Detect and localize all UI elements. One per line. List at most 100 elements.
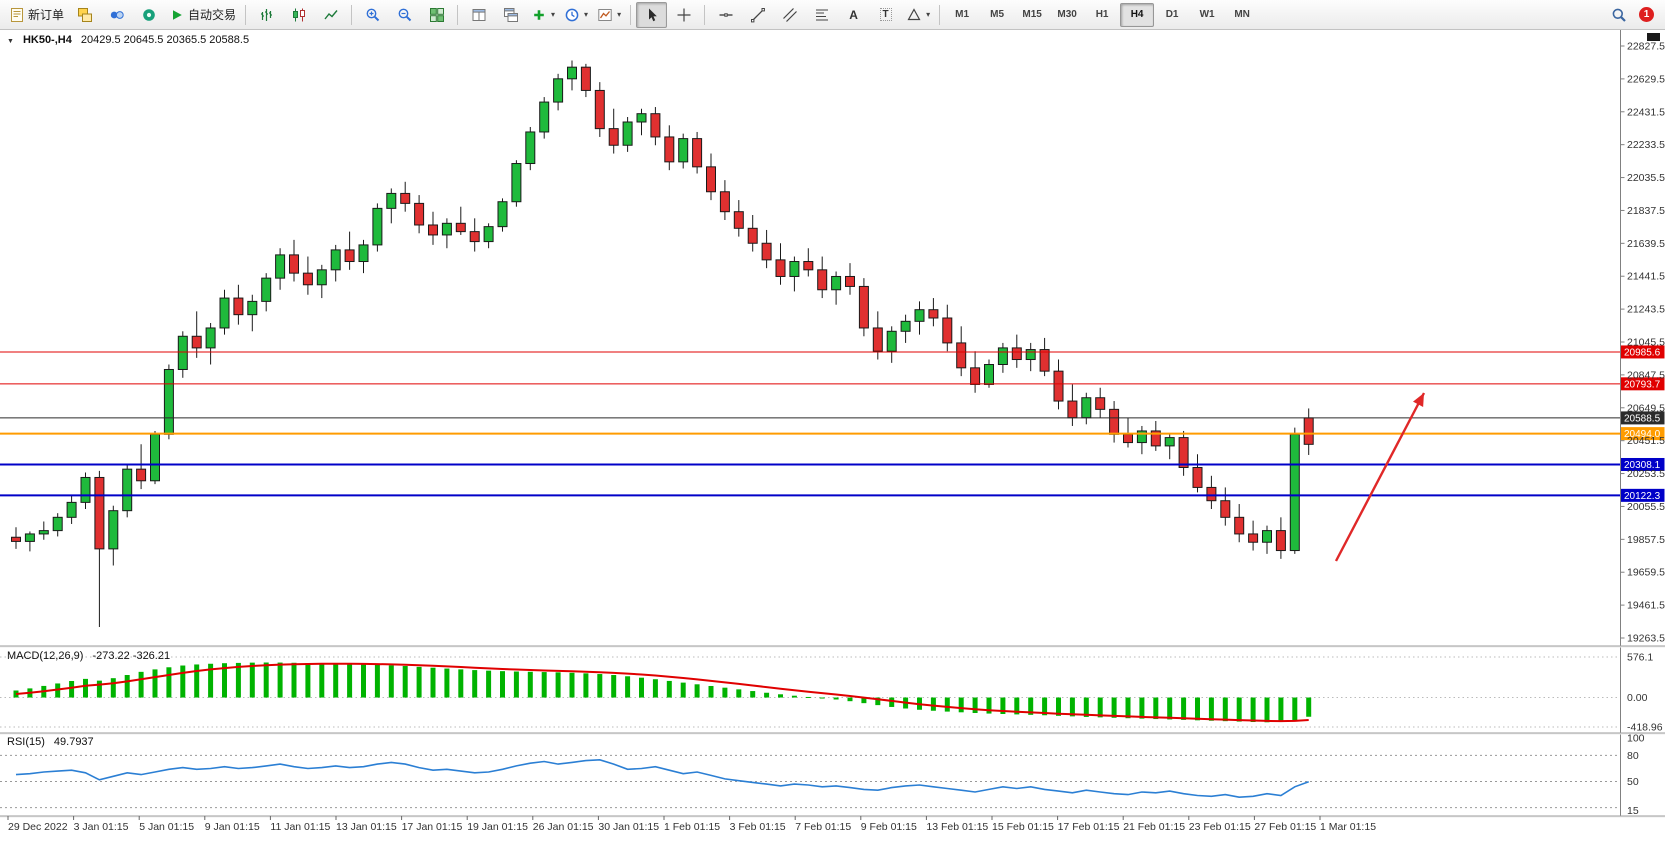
svg-text:20588.5: 20588.5 — [1624, 413, 1661, 424]
timeframe-m15-button[interactable]: M15 — [1022, 9, 1042, 20]
candlestick-chart-button[interactable] — [283, 2, 314, 28]
zoom-in-icon — [366, 8, 379, 21]
line-chart-button[interactable] — [315, 2, 346, 28]
timeframe-h4-button[interactable]: H4 — [1120, 2, 1155, 27]
crosshair-button[interactable] — [668, 2, 699, 28]
tile-windows-button[interactable] — [421, 2, 452, 28]
autotrade-play-icon — [173, 9, 182, 20]
svg-text:20847.5: 20847.5 — [1627, 369, 1665, 381]
svg-text:1 Feb 01:15: 1 Feb 01:15 — [664, 821, 720, 833]
label-tool-button[interactable]: T — [870, 2, 901, 28]
svg-text:19263.5: 19263.5 — [1627, 633, 1665, 645]
indicators-button[interactable]: ▾ — [527, 2, 559, 28]
timeframe-m30-button[interactable]: M30 — [1057, 9, 1077, 20]
svg-text:20055.5: 20055.5 — [1627, 501, 1665, 513]
dropdown-arrow-icon: ▾ — [584, 9, 589, 19]
cascade-windows-icon — [503, 7, 518, 22]
candlestick-icon — [292, 8, 305, 21]
new-order-icon — [11, 7, 23, 22]
toolbar: 新订单 自动交易 ▾ ▾ ▾ A T ▾ M1 M5 M15 M30 H1 H4… — [0, 0, 1665, 30]
chart-canvas[interactable]: 20985.6 20793.7 20588.5 20494.0 20308.1 20122… — [0, 30, 1665, 844]
bar-chart-icon — [260, 8, 272, 21]
templates-button[interactable]: ▾ — [593, 2, 625, 28]
trendline-tool-button[interactable] — [742, 2, 773, 28]
svg-text:3 Feb 01:15: 3 Feb 01:15 — [730, 821, 786, 833]
zoom-out-icon — [398, 8, 411, 21]
svg-text:0.00: 0.00 — [1627, 692, 1648, 704]
svg-text:21441.5: 21441.5 — [1627, 271, 1665, 283]
svg-text:9 Feb 01:15: 9 Feb 01:15 — [861, 821, 917, 833]
charts-button[interactable] — [69, 2, 100, 28]
svg-text:23 Feb 01:15: 23 Feb 01:15 — [1189, 821, 1251, 833]
toolbar-separator — [939, 4, 941, 25]
svg-text:21639.5: 21639.5 — [1627, 238, 1665, 250]
svg-text:29 Dec 2022: 29 Dec 2022 — [8, 821, 68, 833]
svg-text:13 Jan 01:15: 13 Jan 01:15 — [336, 821, 397, 833]
crosshair-icon — [677, 8, 691, 21]
svg-text:17 Feb 01:15: 17 Feb 01:15 — [1058, 821, 1120, 833]
shapes-tool-button[interactable]: ▾ — [902, 2, 934, 28]
svg-text:17 Jan 01:15: 17 Jan 01:15 — [402, 821, 463, 833]
cascade-windows-button[interactable] — [495, 2, 526, 28]
svg-text:20308.1: 20308.1 — [1624, 460, 1661, 471]
svg-text:20122.3: 20122.3 — [1624, 491, 1661, 502]
svg-text:7 Feb 01:15: 7 Feb 01:15 — [795, 821, 851, 833]
search-button[interactable] — [1603, 2, 1634, 28]
timeframe-w1-button[interactable]: W1 — [1199, 9, 1215, 20]
timeframe-m5-button[interactable]: M5 — [990, 9, 1005, 20]
bar-chart-button[interactable] — [251, 2, 282, 28]
navigator-button[interactable] — [133, 2, 164, 28]
market-watch-button[interactable] — [101, 2, 132, 28]
horizontal-line-tool-button[interactable] — [710, 2, 741, 28]
timeframe-h1-button[interactable]: H1 — [1095, 9, 1109, 20]
timeframe-m1-button[interactable]: M1 — [955, 9, 970, 20]
timeframe-mn-button[interactable]: MN — [1234, 9, 1250, 20]
svg-text:19659.5: 19659.5 — [1627, 567, 1665, 579]
toolbar-separator — [457, 4, 459, 25]
svg-text:20649.5: 20649.5 — [1627, 402, 1665, 414]
svg-text:22629.5: 22629.5 — [1627, 73, 1665, 85]
toolbar-separator — [704, 4, 706, 25]
clock-icon — [565, 8, 579, 21]
toolbar-separator — [351, 4, 353, 25]
svg-text:19461.5: 19461.5 — [1627, 600, 1665, 612]
new-order-button[interactable]: 新订单 — [5, 2, 68, 28]
text-tool-button[interactable]: A — [838, 2, 869, 28]
svg-text:-418.96: -418.96 — [1627, 722, 1663, 734]
cursor-button[interactable] — [636, 1, 668, 28]
zoom-in-button[interactable] — [357, 2, 388, 28]
svg-text:22035.5: 22035.5 — [1627, 172, 1665, 184]
shapes-icon — [907, 7, 921, 20]
arrange-windows-button[interactable] — [463, 2, 494, 28]
svg-text:5 Jan 01:15: 5 Jan 01:15 — [139, 821, 194, 833]
svg-text:11 Jan 01:15: 11 Jan 01:15 — [270, 821, 330, 833]
svg-text:22827.5: 22827.5 — [1627, 41, 1665, 53]
svg-text:21243.5: 21243.5 — [1627, 304, 1665, 316]
svg-text:13 Feb 01:15: 13 Feb 01:15 — [926, 821, 988, 833]
channel-icon — [782, 7, 797, 22]
svg-text:50: 50 — [1627, 776, 1639, 788]
svg-text:22431.5: 22431.5 — [1627, 106, 1665, 118]
fibonacci-tool-button[interactable] — [806, 2, 837, 28]
svg-text:20451.5: 20451.5 — [1627, 435, 1665, 447]
text-tool-icon: A — [849, 7, 858, 22]
navigator-icon — [142, 8, 155, 21]
indicators-plus-icon — [534, 9, 544, 20]
svg-text:1 Mar 01:15: 1 Mar 01:15 — [1320, 821, 1376, 833]
cursor-arrow-icon — [648, 8, 657, 21]
fibonacci-icon — [815, 8, 828, 21]
timeframe-d1-button[interactable]: D1 — [1165, 9, 1179, 20]
notification-badge[interactable]: 1 — [1639, 7, 1654, 22]
zoom-out-button[interactable] — [389, 2, 420, 28]
search-icon — [1612, 8, 1626, 22]
svg-text:9 Jan 01:15: 9 Jan 01:15 — [205, 821, 260, 833]
autotrading-button[interactable]: 自动交易 — [165, 2, 240, 28]
svg-text:80: 80 — [1627, 750, 1639, 762]
toolbar-separator — [245, 4, 247, 25]
svg-text:20793.7: 20793.7 — [1624, 379, 1661, 390]
dropdown-arrow-icon: ▾ — [926, 9, 931, 19]
svg-text:20985.6: 20985.6 — [1624, 347, 1661, 358]
periods-button[interactable]: ▾ — [560, 2, 592, 28]
svg-text:20494.0: 20494.0 — [1624, 429, 1661, 440]
channel-tool-button[interactable] — [774, 2, 805, 28]
